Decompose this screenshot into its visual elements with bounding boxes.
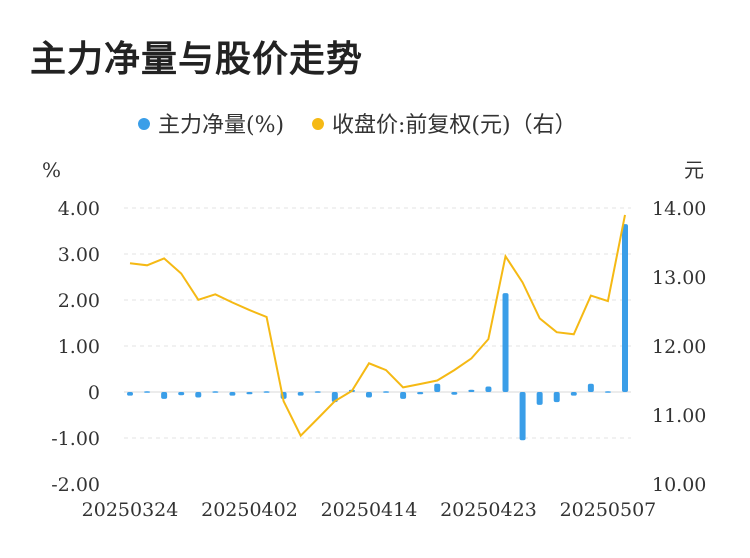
bar — [434, 383, 441, 392]
bar — [383, 391, 390, 393]
bar — [604, 391, 611, 393]
y-tick-right: 10.00 — [652, 474, 706, 496]
bar — [570, 392, 577, 396]
y-axis-right-label: 元 — [684, 158, 704, 182]
y-tick-right: 14.00 — [652, 198, 706, 220]
bar — [451, 392, 458, 395]
y-axis-left-label: % — [42, 158, 61, 182]
bar — [536, 392, 543, 405]
bar — [144, 391, 151, 393]
bar — [485, 386, 492, 392]
bar — [417, 392, 424, 395]
x-tick: 20250423 — [440, 499, 537, 521]
bar — [622, 224, 628, 392]
legend-marker — [312, 118, 324, 130]
y-tick-left: 2.00 — [58, 290, 100, 312]
bar — [263, 391, 270, 393]
bar — [468, 389, 475, 392]
bar — [519, 392, 526, 441]
bar — [314, 391, 321, 393]
y-tick-left: -2.00 — [51, 474, 100, 496]
legend-label: 主力净量(%) — [158, 113, 284, 138]
bar — [161, 392, 168, 399]
legend-label: 收盘价:前复权(元)（右） — [332, 113, 577, 138]
y-tick-left: 4.00 — [58, 198, 100, 220]
y-tick-left: 1.00 — [58, 336, 100, 358]
y-tick-right: 12.00 — [652, 336, 706, 358]
y-tick-left: 3.00 — [58, 244, 100, 266]
bar — [587, 383, 594, 392]
bar — [127, 392, 133, 396]
x-tick: 20250507 — [560, 499, 657, 521]
y-tick-left: -1.00 — [51, 428, 100, 450]
bar — [229, 392, 236, 396]
x-tick: 20250402 — [201, 499, 298, 521]
bar — [297, 392, 304, 396]
y-tick-left: 0 — [88, 382, 100, 404]
x-tick: 20250414 — [321, 499, 418, 521]
legend-marker — [138, 118, 150, 130]
y-tick-right: 11.00 — [652, 405, 706, 427]
page-title: 主力净量与股价走势 — [30, 39, 364, 80]
bar — [400, 392, 407, 399]
bar — [246, 392, 253, 395]
bar — [178, 392, 185, 396]
y-tick-right: 13.00 — [652, 267, 706, 289]
price-line — [129, 214, 626, 438]
bar — [553, 392, 560, 403]
x-tick: 20250324 — [82, 499, 179, 521]
bar — [195, 392, 202, 398]
bar — [212, 391, 219, 393]
bar — [365, 392, 372, 398]
bar — [502, 293, 509, 392]
